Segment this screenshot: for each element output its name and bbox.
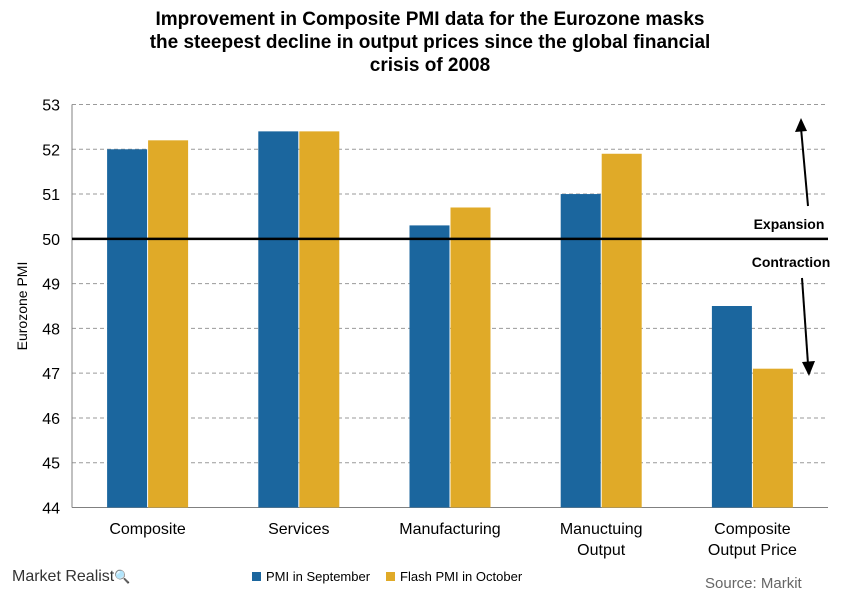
x-tick-label: Output	[577, 542, 626, 559]
bar-september	[560, 194, 601, 508]
y-tick-label: 48	[42, 321, 60, 338]
brand-name: Market Realist	[12, 568, 115, 585]
annotation-contraction: Contraction	[752, 254, 831, 270]
x-tick-label: Manufacturing	[399, 521, 500, 538]
y-tick-label: 47	[42, 366, 60, 383]
bar-october	[601, 153, 642, 508]
x-tick-label: Output Price	[708, 542, 797, 559]
arrow-down-icon	[802, 361, 815, 376]
bar-september	[258, 131, 299, 508]
x-tick-label: Composite	[714, 521, 791, 538]
legend-label-september: PMI in September	[266, 569, 371, 584]
y-tick-label: 45	[42, 456, 60, 473]
bar-october	[450, 207, 491, 508]
legend: PMI in September Flash PMI in October	[252, 569, 522, 584]
annotation-expansion: Expansion	[754, 216, 825, 232]
y-tick-label: 46	[42, 411, 60, 428]
legend-swatch-september	[252, 572, 261, 581]
chart-title: Improvement in Composite PMI data for th…	[149, 9, 711, 76]
source-note: Source: Markit	[705, 575, 802, 592]
y-axis-title: Eurozone PMI	[14, 262, 30, 351]
bar-september	[107, 149, 148, 508]
legend-item-october: Flash PMI in October	[386, 569, 522, 584]
y-tick-label: 50	[42, 232, 60, 249]
arrow-up-icon	[795, 118, 807, 132]
y-tick-label: 51	[42, 187, 60, 204]
x-tick-label: Manuctuing	[560, 521, 643, 538]
y-tick-label: 52	[42, 142, 60, 159]
legend-swatch-october	[386, 572, 396, 581]
legend-label-october: Flash PMI in October	[400, 569, 523, 584]
bar-october	[148, 140, 189, 508]
bar-september	[711, 306, 752, 508]
bar-october	[299, 131, 340, 508]
x-tick-label: Composite	[109, 521, 186, 538]
bar-september	[409, 225, 450, 508]
y-tick-label: 53	[42, 98, 60, 115]
bar-october	[752, 368, 793, 508]
legend-item-september: PMI in September	[252, 569, 370, 584]
y-tick-label: 49	[42, 277, 60, 294]
x-tick-label: Services	[268, 521, 329, 538]
brand-logo: Market Realist🔍	[12, 568, 130, 586]
y-tick-label: 44	[42, 501, 60, 518]
arrow-up-shaft	[800, 127, 809, 207]
arrow-down-shaft	[801, 277, 809, 365]
magnifier-icon: 🔍	[114, 569, 131, 584]
